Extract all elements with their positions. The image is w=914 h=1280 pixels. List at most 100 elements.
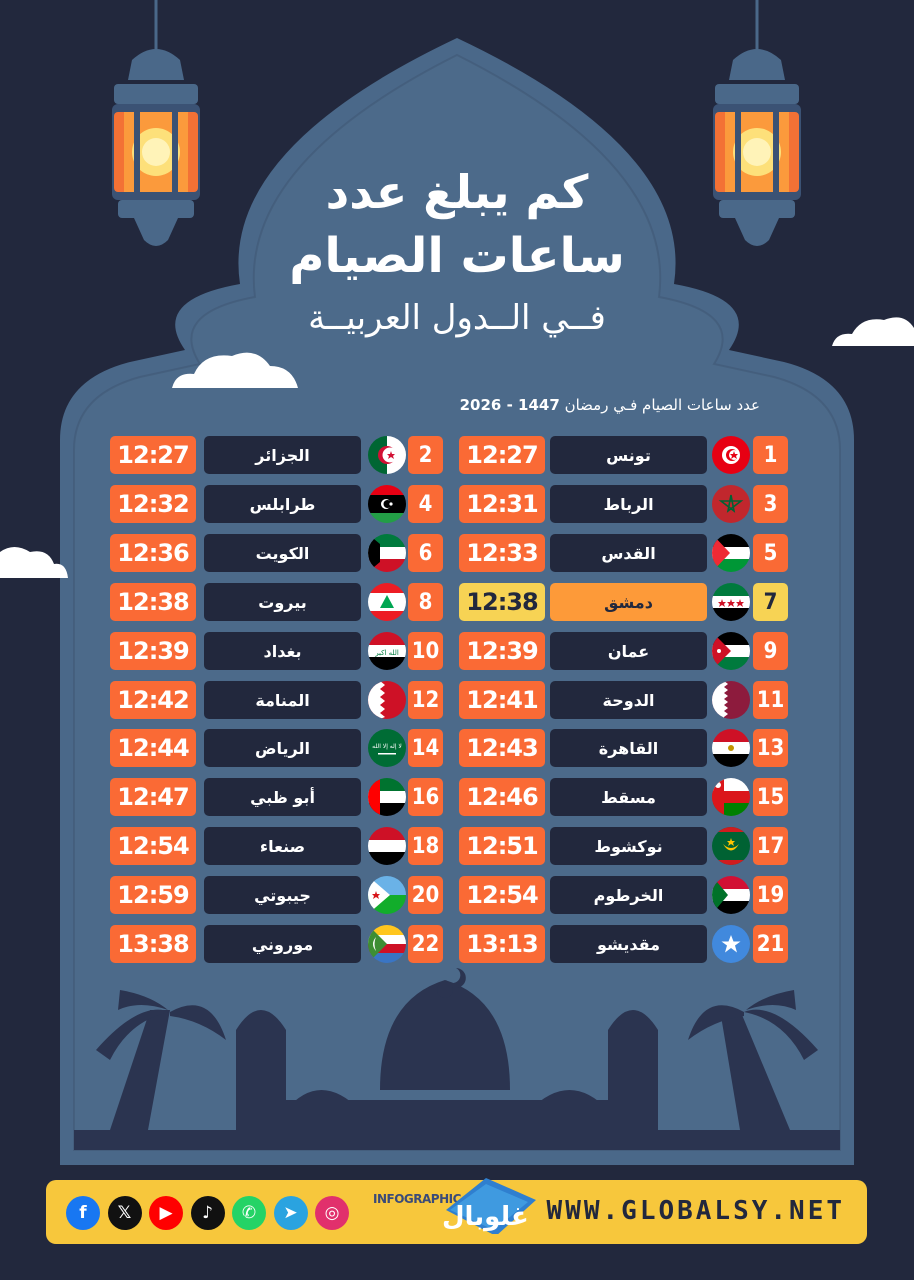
fasting-hours: 12:43 [459,729,545,767]
city-name: دمشق [550,583,707,621]
page-title-line-3: فــي الــدول العربيــة [308,298,606,338]
page-title-line-2: ساعات الصيام [289,228,625,284]
fasting-hours: 12:42 [110,681,196,719]
city-name: الرباط [550,485,707,523]
fasting-hours: 13:38 [110,925,196,963]
fasting-hours: 12:54 [459,876,545,914]
rank-number: 11 [753,681,788,719]
rank-number: 22 [408,925,443,963]
fasting-hours: 12:31 [459,485,545,523]
city-name: الدوحة [550,681,707,719]
rank-number: 4 [408,485,443,523]
table-row: 12:38 دمشق 7 [459,583,789,621]
table-row: 13:13 مقديشو 21 [459,925,789,963]
rank-number: 12 [408,681,443,719]
fasting-hours: 12:36 [110,534,196,572]
fasting-hours: 12:41 [459,681,545,719]
fasting-hours: 12:33 [459,534,545,572]
city-name: أبو ظبي [204,778,361,816]
page-title-line-1: كم يبلغ عدد [325,165,589,219]
tunisia-flag-icon [712,436,750,474]
table-row: 12:33 القدس 5 [459,534,789,572]
rank-number: 20 [408,876,443,914]
fasting-hours: 12:47 [110,778,196,816]
subtitle-text: عدد ساعات الصيام فـي رمضان [564,396,760,414]
syria-flag-icon [712,583,750,621]
table-row: 12:31 الرباط 3 [459,485,789,523]
table-row: 12:46 مسقط 15 [459,778,789,816]
fasting-hours: 12:38 [110,583,196,621]
table-row: 12:36 الكويت 6 [110,534,443,572]
rank-number: 7 [753,583,788,621]
table-row: 12:59 جيبوتي 20 [110,876,443,914]
table-row: 12:44 الرياض لا إله إلا الله 14 [110,729,443,767]
rank-number: 1 [753,436,788,474]
djibouti-flag-icon [368,876,406,914]
city-name: الرياض [204,729,361,767]
telegram-icon[interactable]: ➤ [273,1196,308,1230]
lantern-left-icon [112,0,200,246]
fasting-hours: 13:13 [459,925,545,963]
iraq-flag-icon: الله اكبر [368,632,406,670]
rank-number: 9 [753,632,788,670]
whatsapp-icon[interactable]: ✆ [232,1196,266,1230]
table-row: 12:27 الجزائر 2 [110,436,443,474]
svg-text:لا إله إلا الله: لا إله إلا الله [372,743,402,750]
fasting-hours: 12:44 [110,729,196,767]
table-row: 12:54 صنعاء 18 [110,827,443,865]
facebook-icon[interactable]: f [66,1196,100,1230]
city-name: جيبوتي [204,876,361,914]
fasting-hours: 12:27 [110,436,196,474]
city-name: القدس [550,534,707,572]
rank-number: 5 [753,534,788,572]
rank-number: 19 [753,876,788,914]
uae-flag-icon [368,778,406,816]
fasting-hours: 12:27 [459,436,545,474]
table-row: 12:47 أبو ظبي 16 [110,778,443,816]
rank-number: 21 [753,925,788,963]
rank-number: 2 [408,436,443,474]
rank-number: 18 [408,827,443,865]
somalia-flag-icon [712,925,750,963]
qatar-flag-icon [712,681,750,719]
city-name: صنعاء [204,827,361,865]
city-name: الخرطوم [550,876,707,914]
lantern-right-icon [713,0,801,246]
table-row: 12:41 الدوحة 11 [459,681,789,719]
saudi-arabia-flag-icon: لا إله إلا الله [368,729,406,767]
algeria-flag-icon [368,436,406,474]
website-link[interactable]: WWW.GLOBALSY.NET [546,1196,845,1226]
rank-number: 3 [753,485,788,523]
x-icon[interactable]: 𝕏 [107,1196,142,1230]
fasting-hours: 12:59 [110,876,196,914]
table-row: 13:38 موروني 22 [110,925,443,963]
city-name: نوكشوط [550,827,707,865]
bahrain-flag-icon [368,681,406,719]
fasting-hours: 12:39 [110,632,196,670]
instagram-icon[interactable]: ◎ [315,1196,349,1230]
city-name: موروني [204,925,361,963]
logo-tag: INFOGRAPHIC [373,1192,461,1206]
footer-bar: f 𝕏 ▶ ♪ ✆ ➤ ◎ INFOGRAPHIC غلوبال WWW.GLOBALSY.… [46,1178,867,1244]
cloud-icon [0,317,914,578]
fasting-hours: 12:51 [459,827,545,865]
yemen-flag-icon [368,827,406,865]
fasting-hours: 12:32 [110,485,196,523]
fasting-hours: 12:38 [459,583,545,621]
rank-number: 8 [408,583,443,621]
rank-number: 17 [753,827,788,865]
rank-number: 16 [408,778,443,816]
city-name: القاهرة [550,729,707,767]
table-row: 12:38 بيروت 8 [110,583,443,621]
rank-number: 14 [408,729,443,767]
egypt-flag-icon [712,729,750,767]
city-name: الجزائر [204,436,361,474]
table-row: 12:43 القاهرة 13 [459,729,789,767]
city-name: الكويت [204,534,361,572]
city-name: طرابلس [204,485,361,523]
tiktok-icon[interactable]: ♪ [190,1196,225,1230]
youtube-icon[interactable]: ▶ [149,1196,183,1230]
table-row: 12:39 عمان 9 [459,632,789,670]
table-row: 12:51 نوكشوط 17 [459,827,789,865]
lebanon-flag-icon [368,583,406,621]
